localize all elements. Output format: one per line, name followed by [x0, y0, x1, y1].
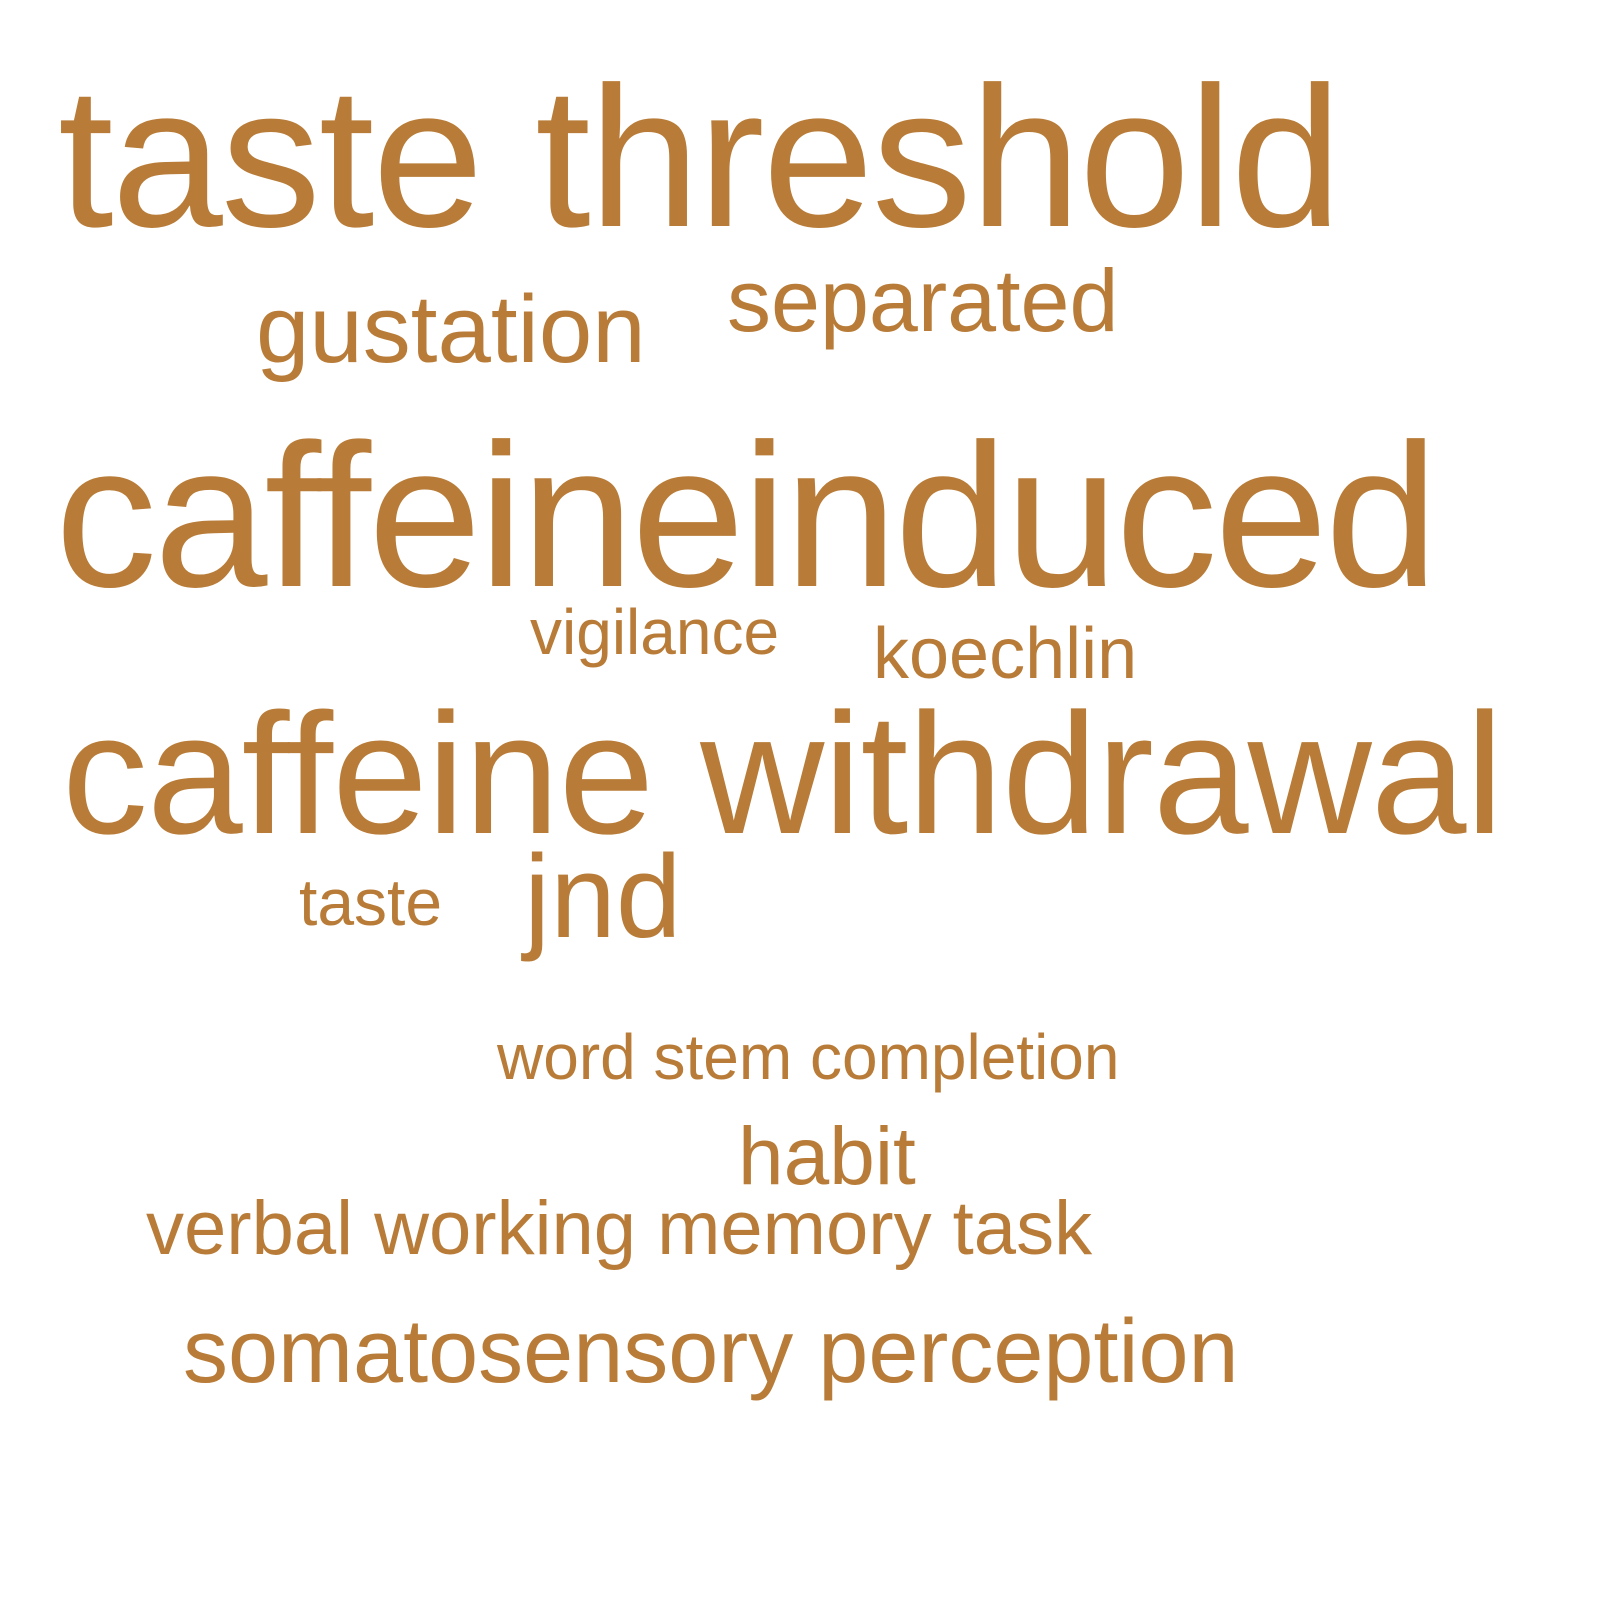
word-word-stem-completion: word stem completion	[497, 1021, 1120, 1093]
word-separated: separated	[727, 251, 1119, 350]
word-taste: taste	[299, 865, 443, 939]
word-verbal-working-memory-task: verbal working memory task	[146, 1186, 1093, 1271]
word-somatosensory-perception: somatosensory perception	[183, 1302, 1239, 1402]
word-jnd: jnd	[524, 831, 682, 963]
word-koechlin: koechlin	[873, 614, 1138, 694]
word-gustation: gustation	[256, 276, 646, 383]
word-caffeine-withdrawal: caffeine withdrawal	[62, 678, 1504, 870]
word-taste-threshold: taste threshold	[58, 46, 1342, 269]
word-vigilance: vigilance	[530, 596, 780, 668]
word-habit: habit	[738, 1111, 916, 1202]
word-caffeineinduced: caffeineinduced	[55, 402, 1438, 630]
